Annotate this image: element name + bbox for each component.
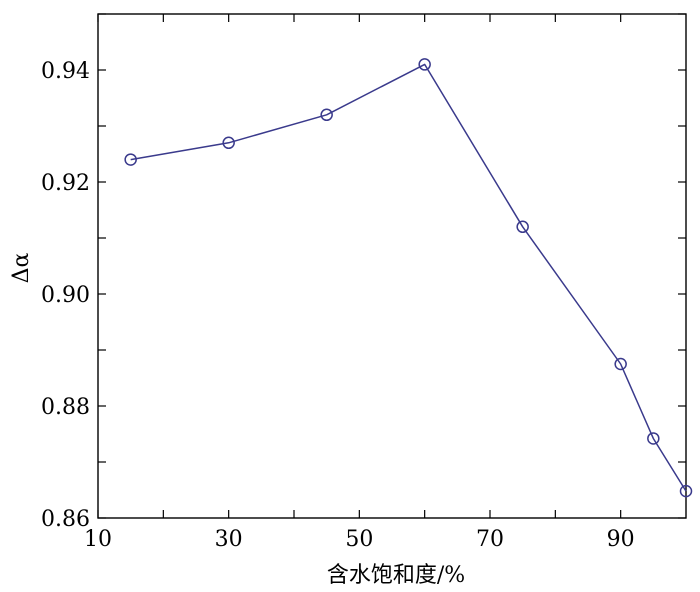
- series-point: [222, 136, 235, 150]
- series-point: [614, 357, 627, 371]
- y-tick-label: 0.94: [41, 59, 90, 84]
- series-group: [124, 58, 693, 498]
- x-tick-label: 70: [476, 527, 504, 552]
- x-tick-label: 10: [84, 527, 112, 552]
- series-line: [130, 63, 687, 492]
- x-tick-label: 90: [607, 527, 635, 552]
- plot-area: [97, 13, 687, 519]
- series-point: [647, 432, 660, 445]
- series-point: [516, 220, 529, 234]
- series-point: [679, 484, 693, 498]
- x-axis-label: 含水饱和度/%: [327, 563, 465, 588]
- y-axis-label: Δα: [9, 252, 34, 283]
- x-tick-label: 30: [215, 527, 243, 552]
- y-tick-label: 0.86: [41, 507, 90, 532]
- y-tick-label: 0.92: [41, 171, 90, 196]
- y-tick-label: 0.88: [41, 395, 90, 420]
- series-point: [418, 58, 431, 71]
- y-tick-label: 0.90: [41, 283, 90, 308]
- x-tick-label: 50: [345, 527, 373, 552]
- series-point: [124, 153, 137, 166]
- plot-frame: [97, 13, 687, 519]
- series-point: [320, 108, 333, 122]
- axis-ticks: 10 30 50 70 90 0.86 0.88 0.90 0.92 0.94: [41, 13, 686, 552]
